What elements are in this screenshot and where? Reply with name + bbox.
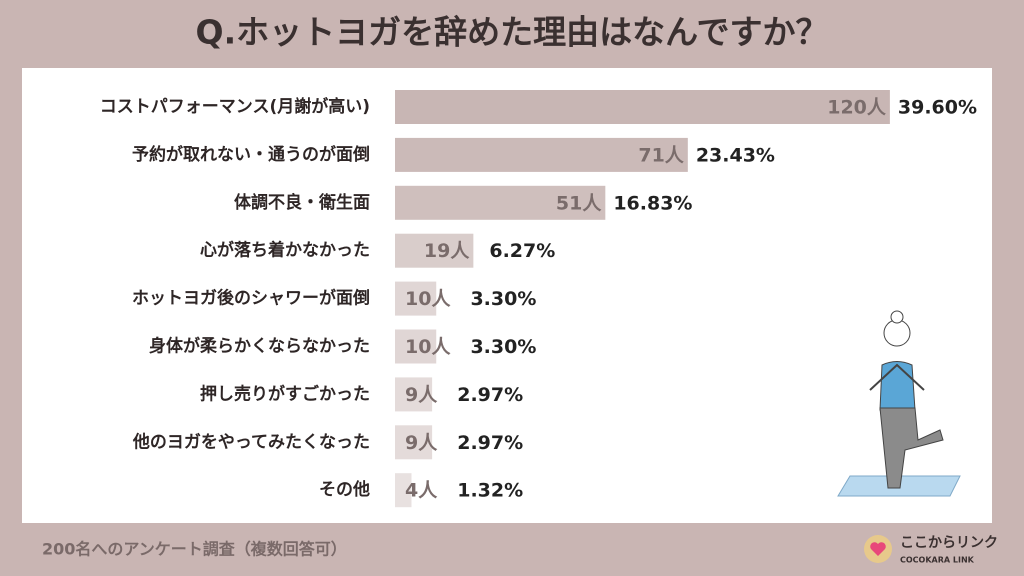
bar bbox=[395, 473, 412, 508]
head bbox=[883, 319, 911, 347]
category-label: 押し売りがすごかった bbox=[200, 383, 370, 404]
bar bbox=[395, 233, 474, 268]
category-label: コストパフォーマンス(月謝が高い) bbox=[100, 96, 370, 117]
logo: ここからリンク COCOKARA LINK bbox=[864, 535, 998, 565]
percent-label: 16.83% bbox=[613, 192, 692, 214]
percent-label: 3.30% bbox=[470, 288, 536, 310]
bar bbox=[395, 329, 437, 364]
bar bbox=[395, 137, 688, 172]
category-label: 体調不良・衛生面 bbox=[234, 192, 370, 213]
logo-heart bbox=[870, 542, 886, 556]
logo-sub: COCOKARA LINK bbox=[900, 556, 975, 565]
value-label: 71人 bbox=[638, 144, 684, 166]
value-label: 9人 bbox=[405, 432, 438, 454]
percent-label: 1.32% bbox=[457, 480, 523, 502]
value-label: 19人 bbox=[424, 240, 470, 262]
legs bbox=[879, 407, 944, 489]
percent-label: 3.30% bbox=[470, 336, 536, 358]
category-label: 身体が柔らかくならなかった bbox=[149, 336, 370, 357]
value-label: 9人 bbox=[405, 384, 438, 406]
yoga-illustration bbox=[837, 310, 961, 497]
value-label: 120人 bbox=[827, 97, 887, 119]
value-label: 51人 bbox=[556, 192, 602, 214]
category-label: 心が落ち着かなかった bbox=[200, 240, 370, 261]
bar bbox=[395, 90, 890, 124]
percent-label: 23.43% bbox=[696, 144, 775, 166]
category-label: ホットヨガ後のシャワーが面倒 bbox=[132, 288, 370, 309]
percent-label: 2.97% bbox=[457, 384, 523, 406]
top bbox=[879, 361, 916, 411]
bar bbox=[395, 281, 437, 316]
chart-title: Q.ホットヨガを辞めた理由はなんですか？ bbox=[196, 13, 829, 52]
bar bbox=[395, 425, 433, 460]
value-label: 10人 bbox=[405, 336, 451, 358]
value-label: 4人 bbox=[405, 480, 438, 502]
arms bbox=[869, 363, 925, 391]
category-label: 予約が取れない・通うのが面倒 bbox=[132, 144, 370, 165]
hair-bun bbox=[890, 310, 904, 324]
logo-name: ここからリンク bbox=[900, 535, 998, 551]
value-label: 10人 bbox=[405, 288, 451, 310]
footnote: 200名へのアンケート調査（複数回答可） bbox=[42, 540, 347, 559]
percent-label: 39.60% bbox=[898, 97, 977, 119]
percent-label: 2.97% bbox=[457, 432, 523, 454]
percent-label: 6.27% bbox=[489, 240, 555, 262]
bar bbox=[395, 377, 433, 412]
category-label: 他のヨガをやってみたくなった bbox=[132, 431, 370, 452]
bar bbox=[395, 185, 606, 220]
category-label: その他 bbox=[319, 479, 370, 500]
